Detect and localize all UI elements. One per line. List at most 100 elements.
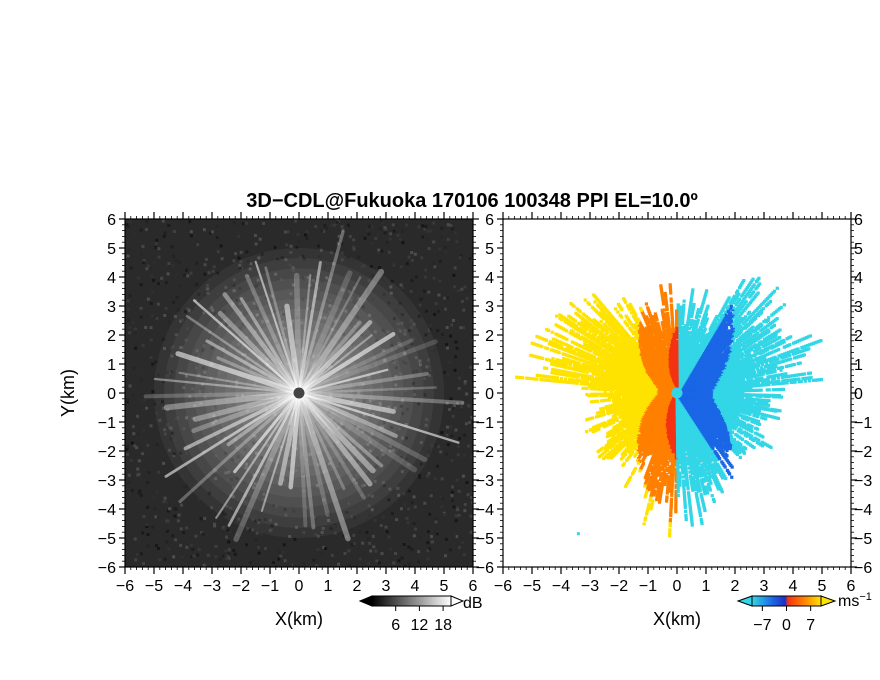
speckle — [161, 389, 165, 393]
velocity-cell — [813, 341, 817, 345]
speckle — [252, 297, 256, 301]
speckle — [429, 494, 433, 498]
speckle — [195, 349, 199, 353]
velocity-cell — [740, 299, 745, 304]
velocity-cell — [699, 306, 704, 311]
speckle — [344, 459, 348, 463]
speckle — [401, 398, 405, 402]
velocity-cell — [762, 359, 766, 364]
velocity-cell — [802, 372, 807, 376]
speckle — [297, 352, 301, 356]
speckle — [275, 341, 279, 345]
velocity-cell — [690, 294, 694, 298]
speckle — [279, 476, 283, 480]
velocity-cell — [727, 296, 731, 300]
velocity-cell — [728, 363, 732, 367]
speckle — [357, 297, 361, 301]
velocity-cell — [668, 285, 672, 289]
speckle — [412, 336, 416, 340]
speckle — [404, 361, 408, 365]
speckle — [367, 504, 371, 508]
velocity-cell — [709, 330, 713, 334]
speckle — [134, 558, 138, 562]
velocity-cell — [738, 382, 742, 386]
velocity-cell — [779, 305, 783, 310]
velocity-cell — [759, 340, 763, 344]
speckle — [361, 541, 365, 545]
velocity-cell — [761, 357, 765, 361]
speckle — [171, 534, 175, 538]
speckle — [136, 473, 140, 477]
velocity-cell — [781, 338, 786, 343]
velocity-cell — [716, 329, 720, 334]
speckle — [171, 300, 175, 304]
velocity-cell — [767, 363, 771, 368]
speckle — [261, 472, 265, 476]
speckle — [329, 392, 333, 396]
speckle — [283, 507, 287, 511]
speckle — [173, 507, 177, 511]
velocity-cell — [793, 377, 797, 382]
velocity-cell — [740, 356, 744, 360]
speckle — [234, 446, 238, 450]
velocity-cell — [741, 373, 745, 378]
x-tick-label: −1 — [261, 578, 279, 595]
speckle — [340, 258, 344, 262]
velocity-cell — [684, 324, 688, 328]
velocity-cell — [744, 287, 748, 291]
velocity-cell — [762, 378, 766, 382]
velocity-cell — [728, 352, 732, 356]
speckle — [182, 530, 186, 534]
velocity-cell — [797, 377, 801, 381]
velocity-cell — [759, 383, 763, 387]
velocity-cell — [739, 368, 743, 372]
speckle — [327, 410, 331, 414]
velocity-cell — [772, 334, 776, 339]
velocity-cell — [734, 384, 739, 388]
velocity-cell — [757, 388, 761, 392]
speckle — [137, 433, 141, 437]
velocity-cell — [747, 360, 751, 364]
radial-streak — [297, 391, 366, 500]
speckle — [419, 462, 423, 466]
velocity-cell — [754, 287, 758, 291]
velocity-cell — [736, 380, 740, 384]
speckle — [141, 531, 145, 535]
speckle — [398, 237, 402, 241]
radial-streak — [164, 391, 301, 478]
speckle — [131, 320, 135, 324]
velocity-cell — [699, 336, 703, 341]
speckle — [385, 241, 389, 245]
speckle — [234, 252, 238, 256]
velocity-cell — [794, 348, 798, 352]
velocity-cell — [777, 354, 781, 358]
radial-streak — [163, 390, 302, 411]
speckle — [383, 226, 387, 230]
speckle — [457, 489, 461, 493]
velocity-cell — [741, 280, 745, 284]
velocity-cell — [786, 343, 790, 348]
speckle — [202, 563, 206, 567]
velocity-cell — [729, 388, 733, 392]
velocity-cell — [658, 328, 662, 332]
velocity-cell — [749, 340, 753, 344]
velocity-cell — [729, 350, 734, 355]
velocity-cell — [681, 317, 685, 321]
velocity-cell — [733, 376, 737, 380]
velocity-cell — [680, 321, 685, 326]
speckle — [182, 273, 186, 277]
velocity-cell — [771, 332, 775, 336]
velocity-cell — [739, 369, 744, 374]
velocity-cell — [710, 338, 715, 342]
velocity-cell — [671, 331, 675, 336]
speckle — [428, 373, 432, 377]
speckle — [436, 253, 440, 257]
velocity-cell — [776, 376, 780, 380]
speckle — [372, 545, 376, 549]
speckle — [163, 428, 167, 432]
velocity-cell — [756, 361, 760, 366]
velocity-cell — [665, 303, 669, 308]
velocity-cell — [761, 381, 765, 385]
velocity-cell — [727, 308, 731, 312]
speckle — [256, 296, 260, 300]
